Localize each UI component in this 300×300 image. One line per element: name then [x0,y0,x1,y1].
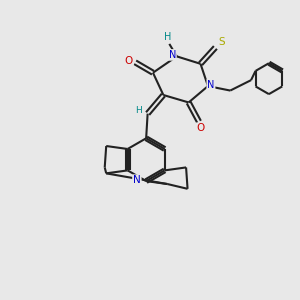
Text: N: N [169,50,176,60]
Text: N: N [207,80,214,90]
Text: S: S [218,37,225,47]
Text: H: H [164,32,172,42]
Text: O: O [196,123,205,133]
Text: H: H [135,106,142,115]
Text: O: O [124,56,133,66]
Text: N: N [133,175,141,185]
